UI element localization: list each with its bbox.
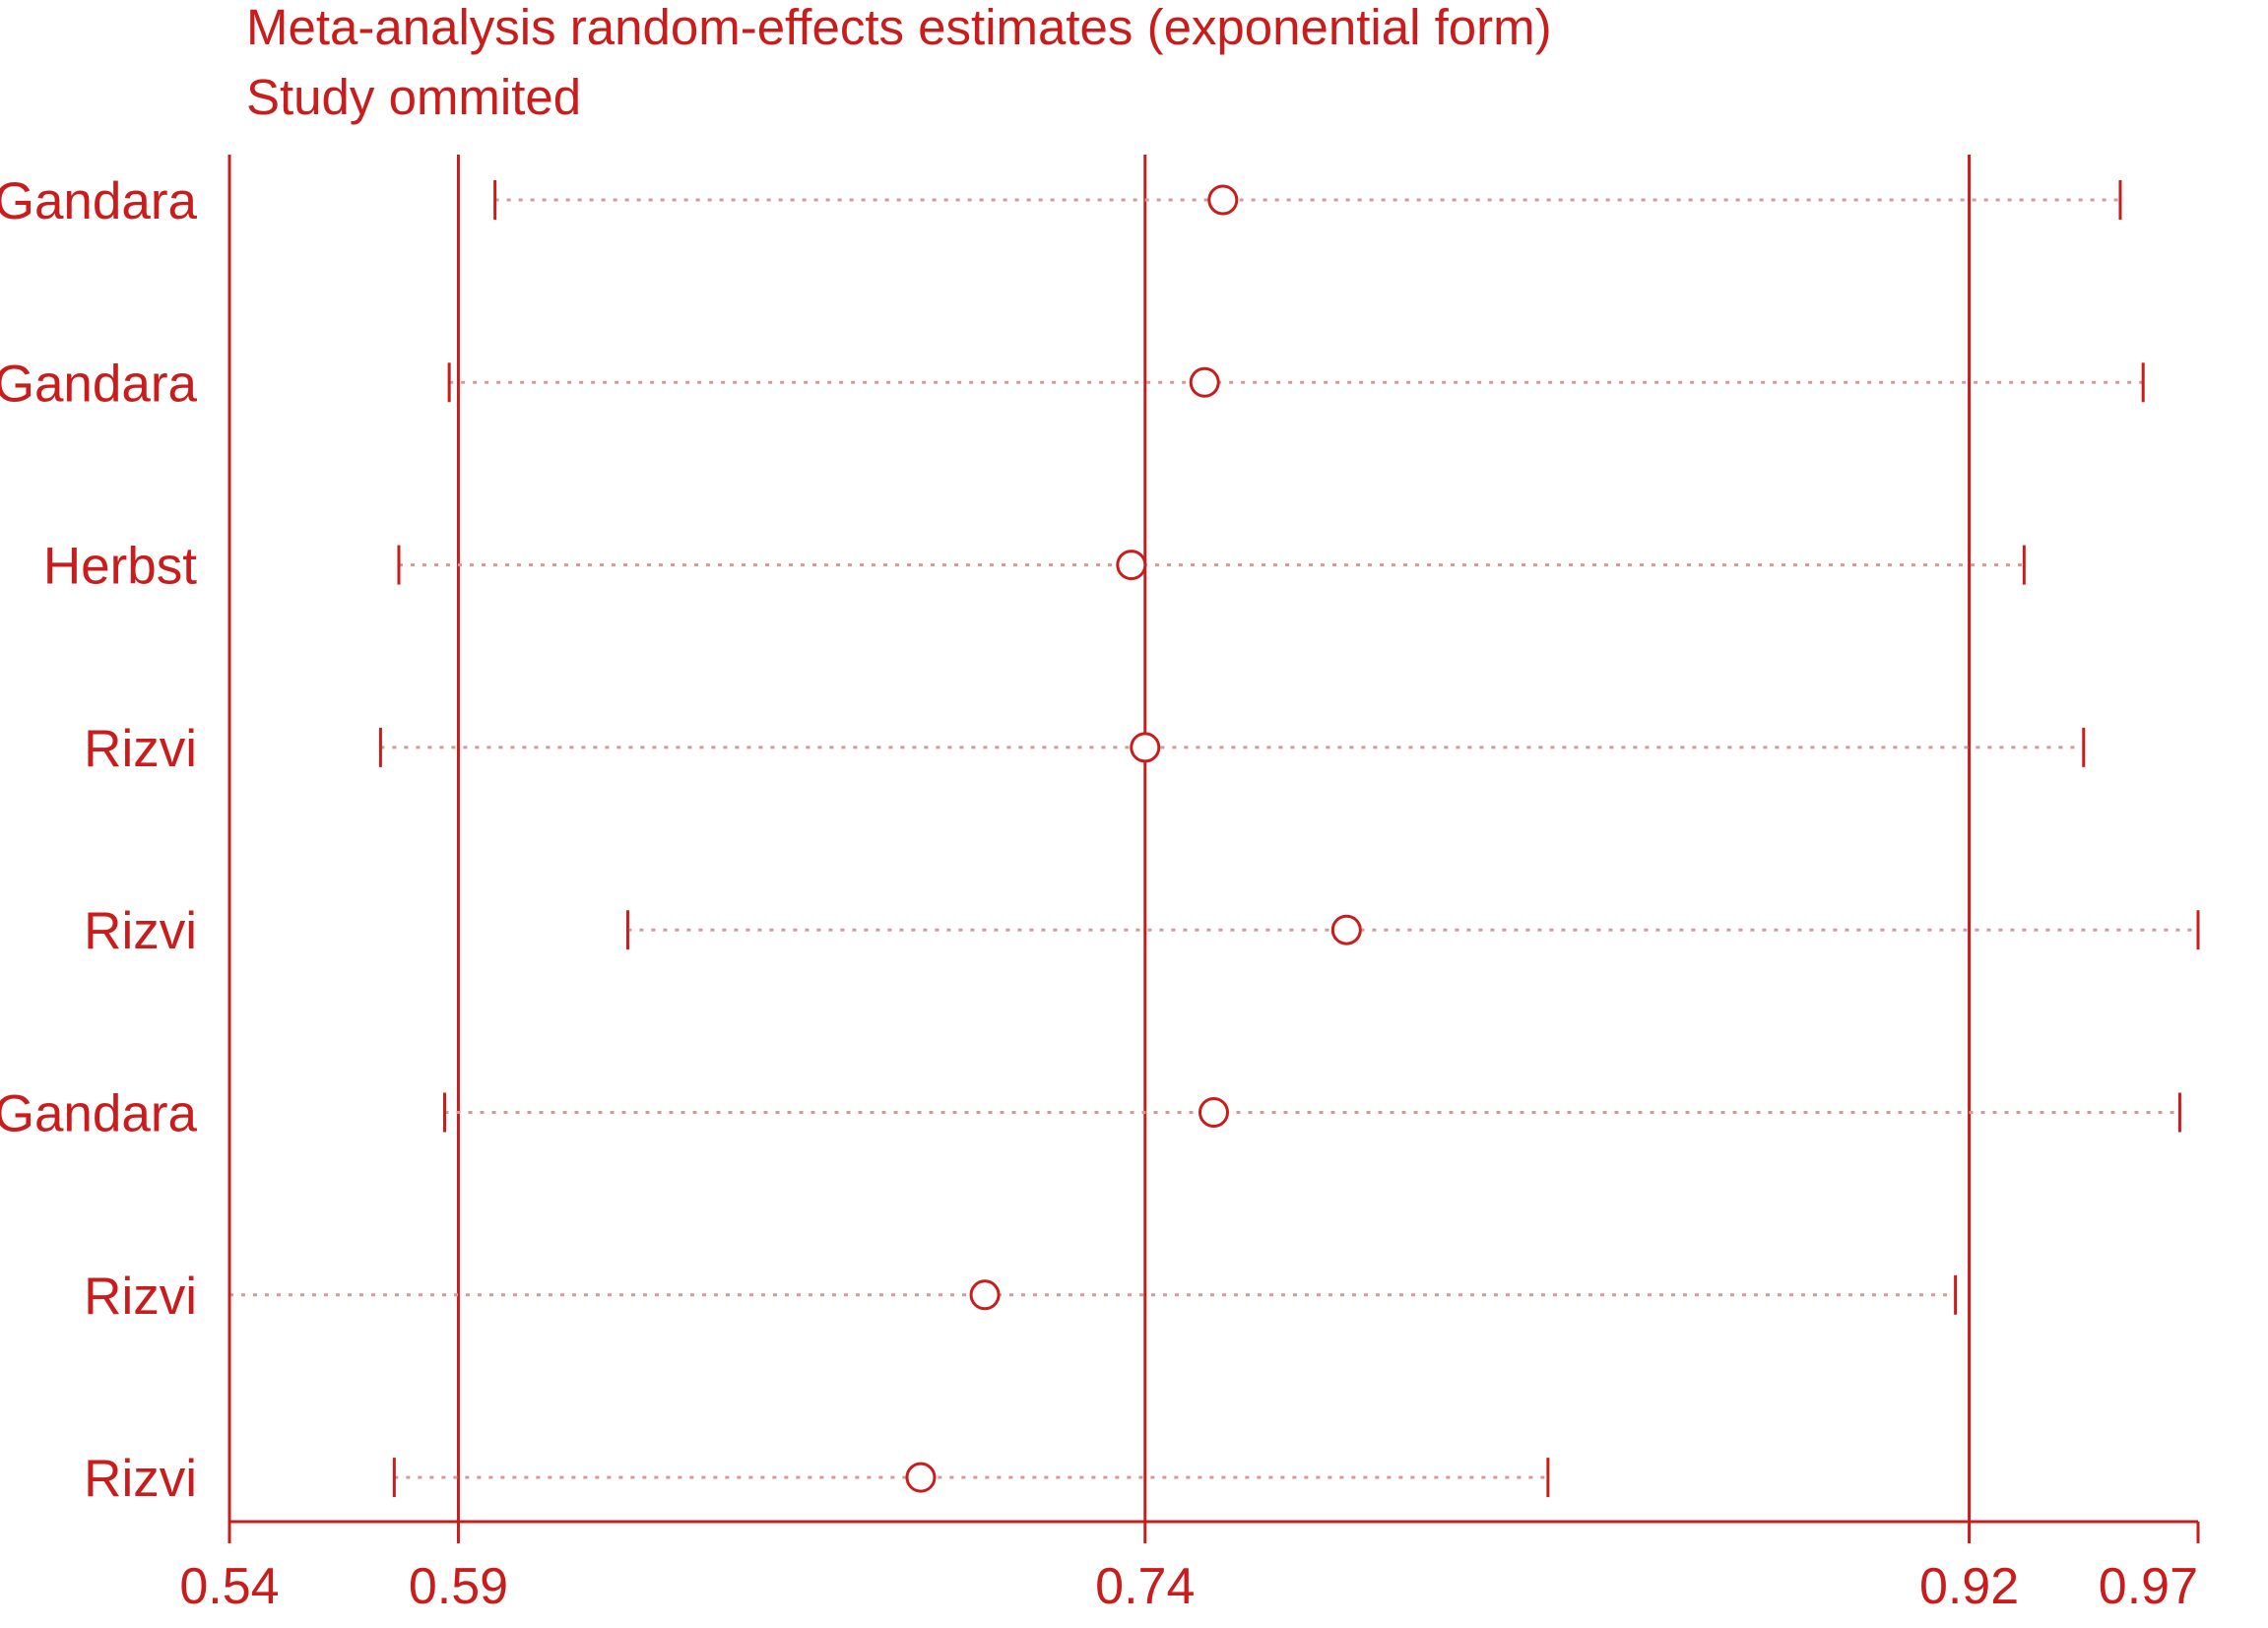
study-row-5: Gandara <box>0 1085 2181 1143</box>
study-label-0: Gandara <box>0 172 198 230</box>
chart-title: Meta-analysis random-effects estimates (… <box>246 0 1552 55</box>
study-label-1: Gandara <box>0 355 198 413</box>
study-label-7: Rizvi <box>84 1450 197 1508</box>
estimate-marker-5 <box>1199 1097 1229 1128</box>
study-label-6: Rizvi <box>84 1268 197 1326</box>
estimate-marker-2 <box>1116 550 1147 581</box>
x-tick-label-3: 0.92 <box>1919 1558 2019 1615</box>
study-label-5: Gandara <box>0 1085 198 1143</box>
study-rows: Gandara Gandara Herbst Rizvi Rizvi Gandara Riz… <box>0 172 2200 1508</box>
study-row-4: Rizvi <box>84 902 2200 960</box>
estimate-marker-0 <box>1207 184 1239 216</box>
estimate-marker-7 <box>905 1462 937 1493</box>
estimate-marker-6 <box>969 1279 1001 1311</box>
study-row-1: Gandara <box>0 355 2145 413</box>
chart-subtitle: Study ommited <box>246 69 581 125</box>
study-label-4: Rizvi <box>84 902 197 960</box>
x-tick-label-0: 0.54 <box>179 1558 279 1615</box>
x-tick-label-1: 0.59 <box>409 1558 508 1615</box>
estimate-marker-1 <box>1189 366 1220 398</box>
study-label-2: Herbst <box>43 538 197 596</box>
study-row-6: Rizvi <box>84 1268 1958 1326</box>
chart-header: Meta-analysis random-effects estimates (… <box>246 0 1552 125</box>
x-tick-label-4: 0.97 <box>2099 1558 2198 1615</box>
reference-lines <box>227 155 1972 1522</box>
study-row-3: Rizvi <box>84 720 2086 778</box>
x-axis: 0.54 0.59 0.74 0.92 0.97 <box>179 1520 2200 1615</box>
x-tick-label-2: 0.74 <box>1095 1558 1195 1615</box>
study-label-3: Rizvi <box>84 720 197 778</box>
estimate-marker-3 <box>1130 732 1161 763</box>
study-row-0: Gandara <box>0 172 2122 230</box>
estimate-marker-4 <box>1330 914 1362 945</box>
study-row-7: Rizvi <box>84 1450 1550 1508</box>
study-row-2: Herbst <box>43 538 2026 596</box>
